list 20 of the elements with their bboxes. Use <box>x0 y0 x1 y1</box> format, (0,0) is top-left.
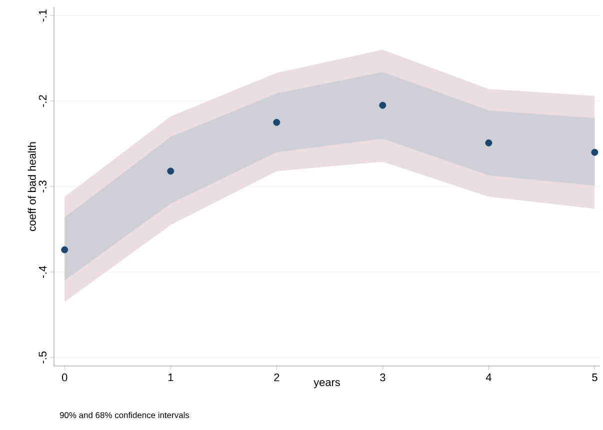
point <box>167 168 174 175</box>
y-tick-label: -.5 <box>38 352 46 364</box>
point <box>591 148 598 156</box>
point <box>61 246 68 254</box>
y-tick-label: -.3 <box>38 180 46 192</box>
x-tick-label: 4 <box>486 374 492 382</box>
x-tick-label: 3 <box>380 374 386 382</box>
y-tick-label: -.1 <box>38 10 46 22</box>
y-axis-title: coeff of bad health <box>28 142 36 232</box>
x-tick-label: 2 <box>274 374 280 382</box>
x-axis-title: years <box>314 380 340 388</box>
y-tick-label: -.2 <box>38 95 46 107</box>
x-tick-label: 1 <box>168 374 174 382</box>
y-tick-label: -.4 <box>38 266 46 278</box>
x-tick-label: 5 <box>592 374 598 382</box>
x-tick-label: 0 <box>62 374 68 382</box>
point <box>273 118 280 126</box>
point <box>379 102 386 109</box>
text: 90% and 68% confidence intervals <box>60 412 190 418</box>
point <box>485 139 492 146</box>
